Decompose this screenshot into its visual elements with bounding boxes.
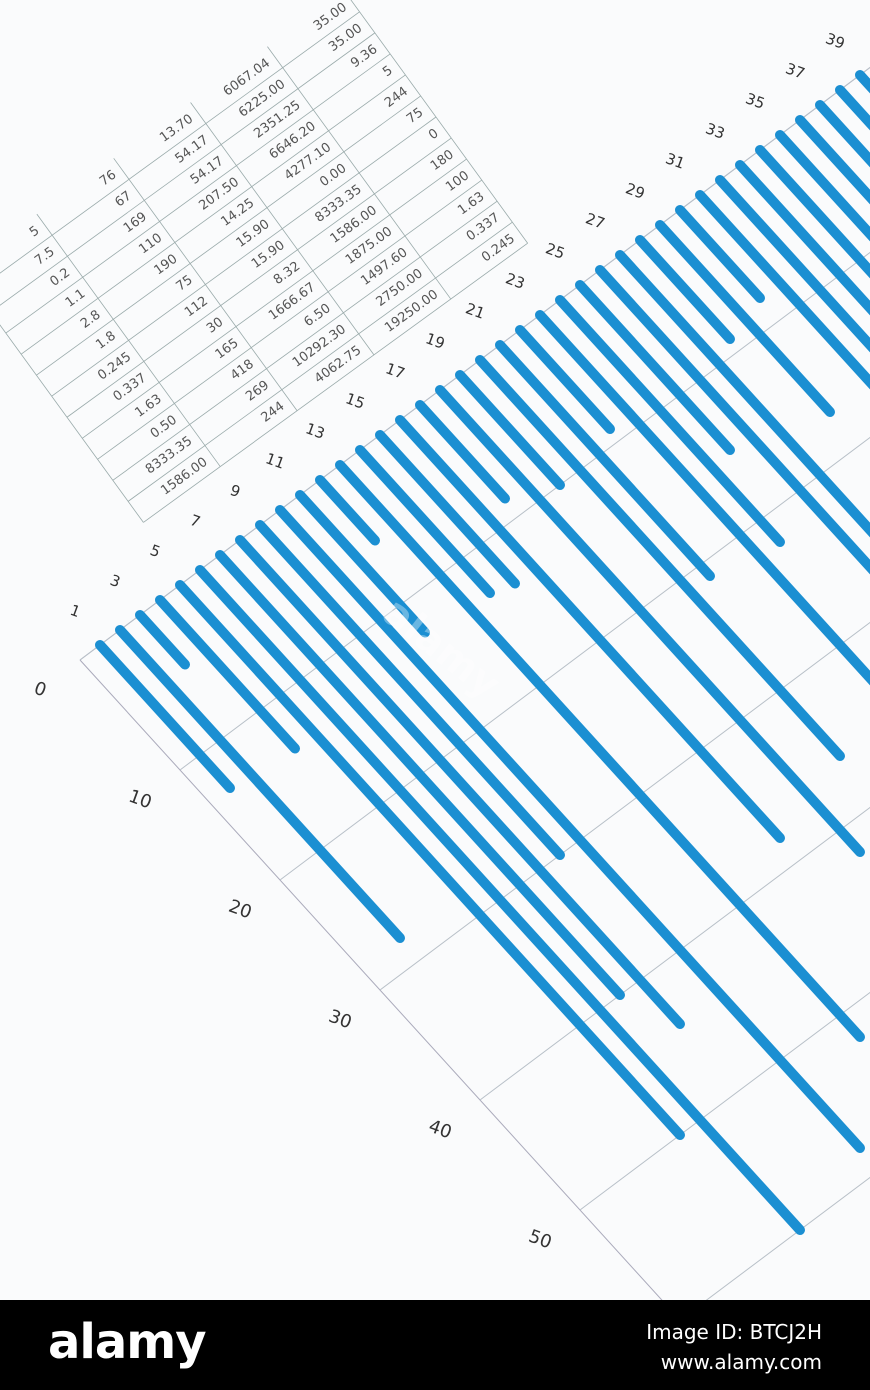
bar <box>295 490 430 638</box>
bar <box>415 400 510 504</box>
bar <box>95 640 235 793</box>
bar <box>815 100 870 168</box>
table-rule <box>51 116 437 397</box>
image-id: Image ID: BTCJ2H <box>646 1320 822 1344</box>
bar <box>195 565 805 1235</box>
x-tick-label: 23 <box>503 269 527 292</box>
bar <box>575 280 735 455</box>
site-url: www.alamy.com <box>660 1350 822 1374</box>
bar <box>655 220 835 417</box>
x-tick-label: 21 <box>463 299 487 322</box>
table-rule <box>343 0 528 244</box>
x-tick-label: 19 <box>423 329 447 352</box>
bars <box>95 70 870 1235</box>
table-rule <box>82 158 467 439</box>
bar <box>735 160 870 316</box>
x-tick-label: 29 <box>623 179 647 202</box>
x-tick-label: 15 <box>343 389 367 412</box>
bar <box>535 310 870 686</box>
bar <box>695 190 870 390</box>
bar <box>775 130 870 242</box>
x-tick-label: 37 <box>783 59 807 82</box>
bar <box>315 475 380 546</box>
bar <box>355 445 495 598</box>
x-tick-label: 35 <box>743 89 767 112</box>
bar <box>155 595 300 754</box>
table-rule <box>0 269 144 523</box>
x-tick-label: 25 <box>543 239 567 262</box>
x-tick-label: 39 <box>823 29 847 52</box>
x-tick-label: 17 <box>383 359 407 382</box>
grid-line <box>679 1176 870 1321</box>
table-rule <box>36 213 221 467</box>
logo: alamy <box>48 1314 207 1370</box>
table-rule <box>0 32 376 313</box>
bar <box>675 205 765 303</box>
bar <box>275 505 865 1153</box>
bar <box>255 520 565 860</box>
table-rule <box>112 200 498 481</box>
bar <box>475 355 845 761</box>
table-rule <box>20 74 406 355</box>
bar <box>135 610 190 670</box>
x-tick-label: 11 <box>263 449 287 472</box>
table-rule <box>190 102 375 356</box>
footer-bar: alamy Image ID: BTCJ2H www.alamy.com <box>0 1300 870 1390</box>
bar <box>755 145 870 279</box>
bar <box>115 625 405 943</box>
bar <box>615 250 870 538</box>
bar <box>595 265 870 575</box>
bar <box>215 550 625 1000</box>
bar <box>395 415 785 843</box>
table-rule <box>0 11 360 292</box>
bar <box>635 235 735 344</box>
bar <box>375 430 520 589</box>
bar <box>795 115 870 205</box>
bar <box>515 325 615 434</box>
bar <box>335 460 865 1042</box>
value-axis <box>79 659 731 1376</box>
bar <box>235 535 685 1029</box>
table-rule <box>66 137 452 418</box>
table-rule <box>143 242 528 523</box>
bar <box>435 385 865 857</box>
x-tick-label: 33 <box>703 119 727 142</box>
bar <box>555 295 785 547</box>
table-rule <box>267 46 452 300</box>
x-tick-label: 31 <box>663 149 687 172</box>
table-rule <box>113 158 298 411</box>
table-rule <box>97 179 483 460</box>
x-tick-label: 27 <box>583 209 607 232</box>
bar <box>455 370 565 490</box>
x-tick-label: 13 <box>303 419 327 442</box>
table-rule <box>5 53 391 334</box>
grid-line <box>579 991 870 1211</box>
table-rule <box>127 221 513 502</box>
bar <box>175 580 685 1140</box>
bar <box>715 175 870 353</box>
table-rule <box>36 95 421 376</box>
bar <box>495 340 715 581</box>
